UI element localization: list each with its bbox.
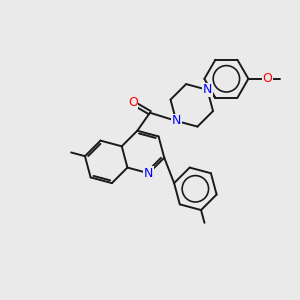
Text: O: O — [128, 96, 138, 109]
Text: N: N — [144, 167, 153, 180]
Text: O: O — [262, 72, 272, 85]
Text: N: N — [202, 83, 212, 96]
Text: N: N — [172, 114, 181, 128]
